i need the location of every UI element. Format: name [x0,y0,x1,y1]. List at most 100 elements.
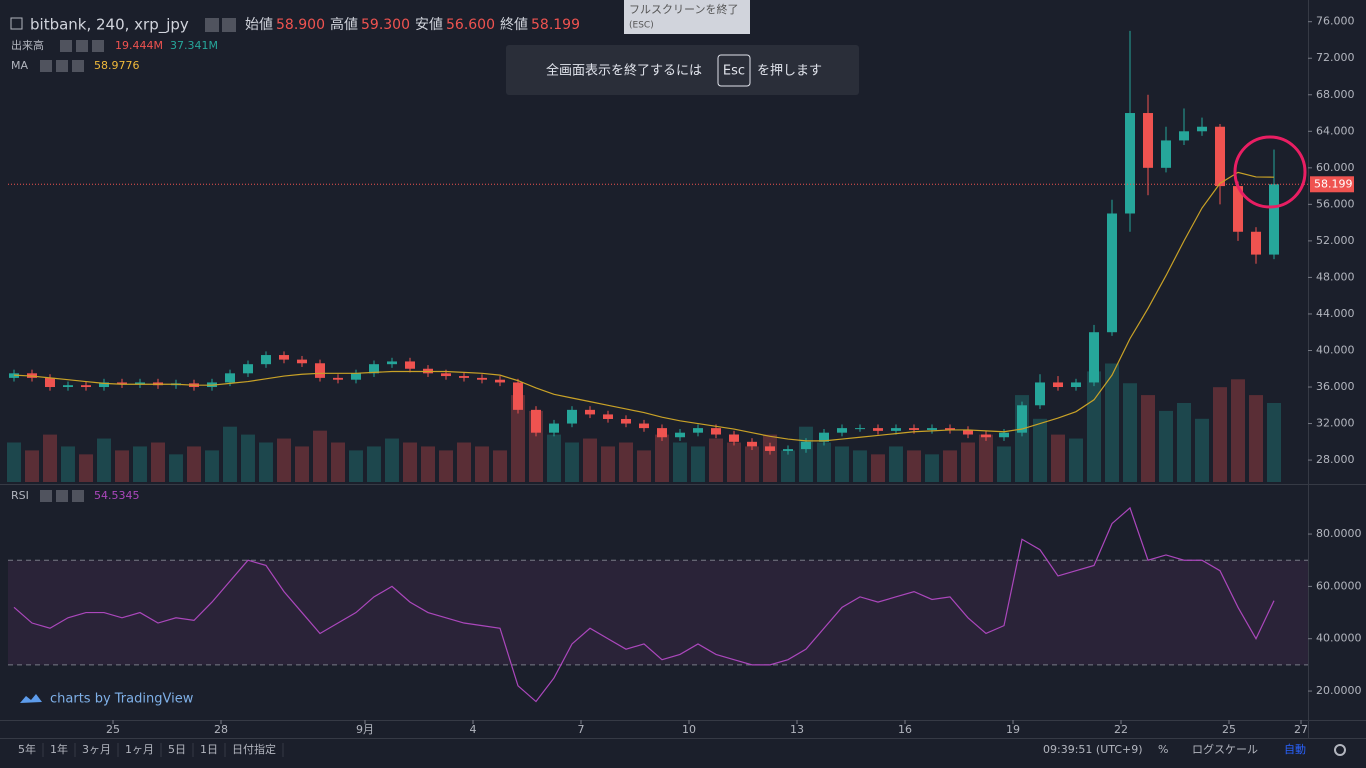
price-tick-label: 36.000 [1316,380,1355,393]
volume-bar [762,434,777,482]
time-tick-label: 27 [1294,723,1308,736]
indicator-icon[interactable] [72,490,84,502]
candle-body [1196,126,1207,132]
candle-body [800,441,811,450]
candle-body [1052,382,1063,388]
candle-body [1088,332,1099,383]
volume-bar [456,442,471,482]
price-tick-label: 76.000 [1316,15,1355,28]
rsi-tick-label: 20.0000 [1316,684,1362,697]
indicator-icon[interactable] [72,60,84,72]
volume-bar [1212,387,1227,482]
time-tick-label: 4 [469,723,476,736]
ohlc-value: 58.199 [531,17,580,33]
indicator-label: MA [11,59,28,72]
indicator-icon[interactable] [40,60,52,72]
volume-bar [1122,383,1137,482]
range-button[interactable]: 3ヶ月 [82,743,111,756]
candle-body [1178,131,1189,141]
rsi-tick-label: 80.0000 [1316,527,1362,540]
ohlc-value: 59.300 [361,17,410,33]
price-tick-label: 72.000 [1316,51,1355,64]
volume-bar [6,442,21,482]
volume-bar [150,442,165,482]
volume-bar [726,442,741,482]
volume-bar [96,438,111,482]
candle-body [1250,231,1261,255]
price-tick-label: 48.000 [1316,270,1355,283]
toast-text: を押します [757,64,822,79]
range-button[interactable]: 1日 [200,743,218,756]
symbol: bitbank, 240, xrp_jpy [30,16,189,35]
volume-bar [186,446,201,482]
price-tick-label: 32.000 [1316,417,1355,430]
volume-bar [258,442,273,482]
header-icon[interactable] [222,18,236,32]
candle-body [1214,126,1225,187]
candle-body [1232,186,1243,232]
popup-key: (ESC) [629,21,654,31]
indicator-icon[interactable] [76,40,88,52]
candle-body [440,373,451,377]
indicator-icon[interactable] [40,490,52,502]
candle-body [674,432,685,438]
range-button[interactable]: 日付指定 [232,742,276,756]
percent-toggle[interactable]: % [1158,743,1168,756]
volume-bar [852,450,867,482]
indicator-icon[interactable] [56,60,68,72]
auto-toggle[interactable]: 自動 [1284,742,1306,756]
volume-bar [1176,403,1191,482]
volume-bar [618,442,633,482]
ohlc-label: 高値 [330,16,358,33]
volume-bar [870,454,885,482]
volume-bar [294,446,309,482]
price-tick-label: 52.000 [1316,234,1355,247]
volume-bar [996,446,1011,482]
header-icon[interactable] [205,18,219,32]
candle-body [746,441,757,447]
indicator-icon[interactable] [60,40,72,52]
log-toggle[interactable]: ログスケール [1192,742,1258,756]
range-button[interactable]: 5年 [18,742,36,756]
ohlc-label: 安値 [415,17,443,33]
indicator-icon[interactable] [92,40,104,52]
candle-body [944,428,955,430]
candle-body [278,355,289,360]
volume-bar [834,446,849,482]
candle-body [548,423,559,433]
volume-bar [600,446,615,482]
candle-body [98,382,109,388]
candle-body [80,385,91,388]
volume-bar [924,454,939,482]
settings-button[interactable] [1334,744,1346,756]
range-button[interactable]: 5日 [168,743,186,756]
volume-bar [1104,363,1119,482]
collapse-icon [10,17,23,30]
volume-bar [438,450,453,482]
range-button[interactable]: 1ヶ月 [125,743,154,756]
candle-body [872,428,883,431]
candle-body [710,428,721,435]
candle-body [728,434,739,442]
ohlc-label: 終値 [500,17,528,33]
toast-text: 全画面表示を終了するには [546,63,702,79]
volume-bar [654,434,669,482]
volume-bar [546,434,561,482]
candle-body [1016,405,1027,433]
time-tick-label: 7 [577,723,584,736]
volume-bar [1194,418,1209,482]
volume-bar [942,450,957,482]
indicator-icon[interactable] [56,490,68,502]
popup-title: フルスクリーンを終了 [629,2,738,16]
volume-bar [780,450,795,482]
candle-body [998,432,1009,438]
candle-body [134,382,145,385]
popup[interactable] [624,0,750,34]
range-button[interactable]: 1年 [50,742,68,756]
volume-bar [1248,395,1263,482]
volume-bar [132,446,147,482]
volume-bar [60,446,75,482]
candle-body [962,429,973,435]
volume-bar [888,446,903,482]
